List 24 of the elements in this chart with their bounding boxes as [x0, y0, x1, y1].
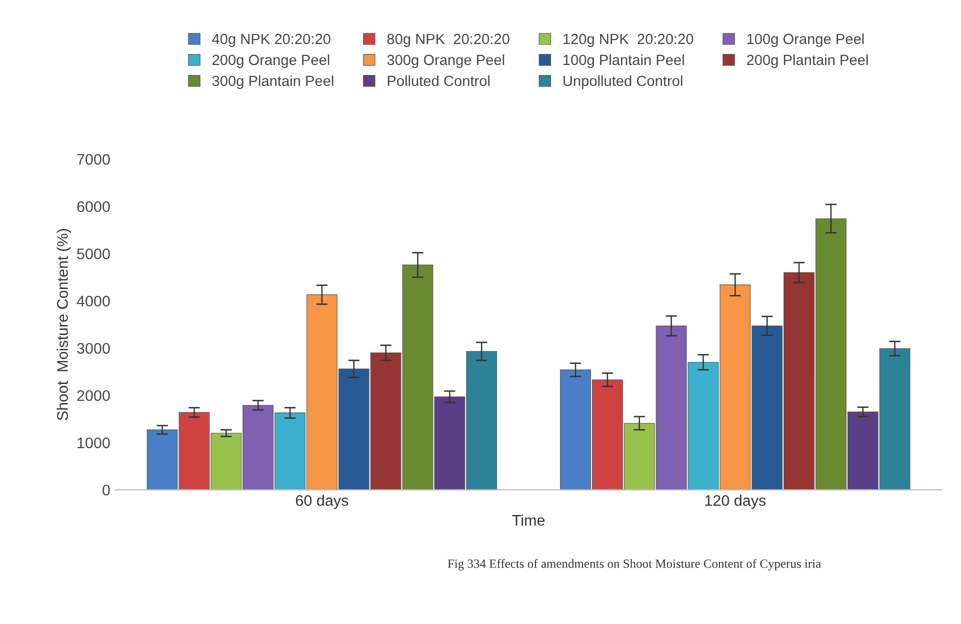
y-tick-label: 7000 — [77, 154, 110, 165]
legend-label: 300g Plantain Peel — [212, 75, 334, 89]
x-axis-title: Time — [512, 514, 545, 526]
caption: Fig 334 Effects of amendments on Shoot Moisture Content of Cyperus iria — [448, 558, 821, 570]
x-tick-label: 60 days — [296, 494, 348, 509]
y-tick-label: 4000 — [76, 296, 110, 307]
legend-label: 100g Plantain Peel — [564, 54, 684, 68]
legend-label: 100g Orange Peel — [747, 33, 864, 48]
y-tick-label: 2000 — [77, 390, 110, 402]
legend-label: Polluted Control — [388, 75, 490, 86]
y-tick-label: 3000 — [77, 342, 110, 354]
y-axis-title: Shoot Moisture Content (%) — [56, 229, 71, 420]
y-tick-label: 1000 — [78, 437, 110, 448]
legend-label: Unpolluted Control — [564, 75, 682, 89]
legend-label: 40g NPK 20:20:20 — [212, 34, 330, 48]
x-tick-label: 120 days — [705, 494, 766, 509]
y-tick-label: 5000 — [77, 248, 110, 260]
y-tick-label: 6000 — [77, 201, 110, 212]
legend-label: 200g Orange Peel — [212, 54, 330, 68]
legend-label: 200g Plantain Peel — [746, 54, 868, 68]
y-tick-label: 0 — [102, 484, 110, 496]
legend-label: 120g NPK 20:20:20 — [564, 34, 694, 48]
legend-label: 80g NPK 20:20:20 — [387, 34, 510, 48]
legend-label: 300g Orange Peel — [387, 54, 504, 68]
